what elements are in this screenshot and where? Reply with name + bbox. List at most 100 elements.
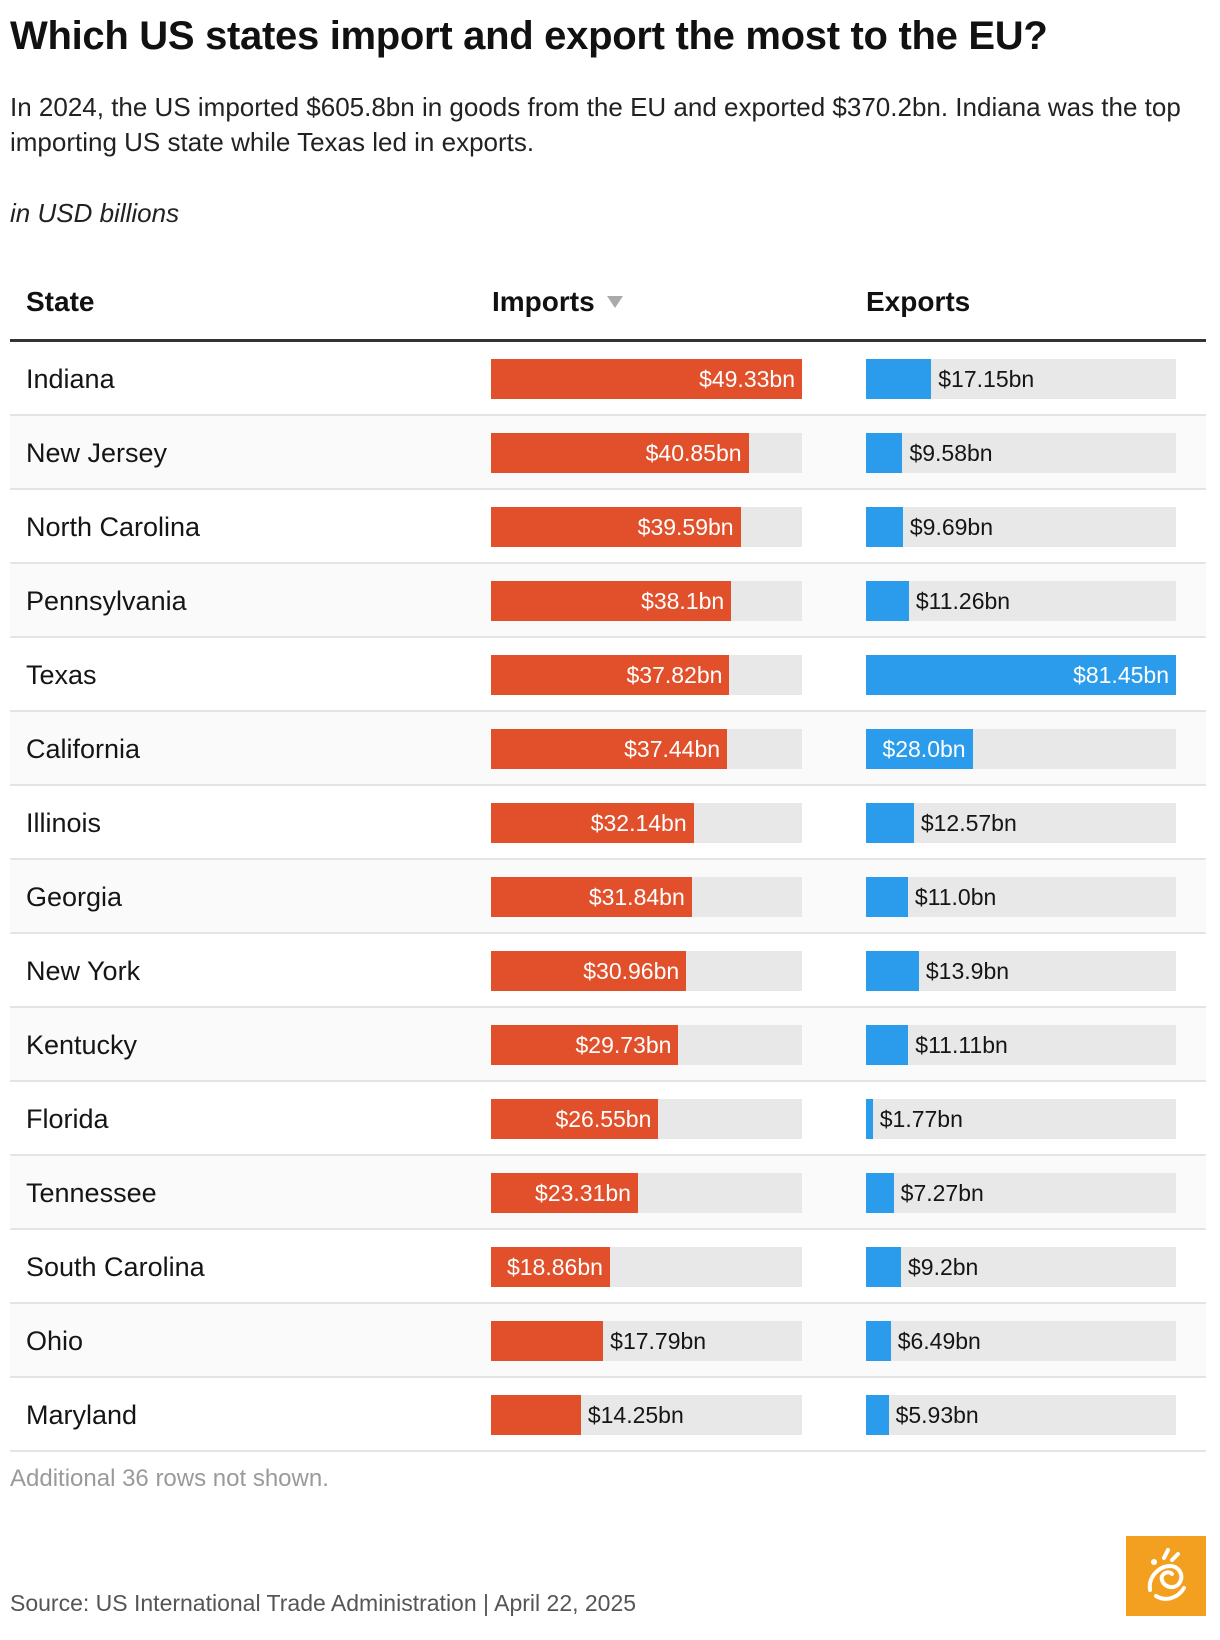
exports-bar-track: $9.2bn xyxy=(866,1247,1176,1287)
imports-bar xyxy=(491,433,749,473)
exports-value-label: $9.2bn xyxy=(908,1254,979,1280)
imports-value-label: $14.25bn xyxy=(587,1402,684,1428)
exports-bar-track: $6.49bn xyxy=(866,1321,1176,1361)
state-name: Pennsylvania xyxy=(26,586,187,616)
exports-value-label: $1.77bn xyxy=(879,1106,963,1132)
exports-bar xyxy=(866,433,903,473)
exports-value-label: $7.27bn xyxy=(900,1180,984,1206)
exports-bar xyxy=(866,359,932,399)
imports-bar-track: $40.85bn xyxy=(491,433,802,473)
imports-bar-track: $32.14bn xyxy=(491,803,802,843)
imports-value-label: $39.59bn xyxy=(637,514,734,540)
state-name: New Jersey xyxy=(26,438,168,468)
imports-bar-track: $37.82bn xyxy=(491,655,802,695)
imports-bar-track: $37.44bn xyxy=(491,729,802,769)
imports-bar xyxy=(491,1321,604,1361)
exports-value-label: $11.11bn xyxy=(915,1032,1008,1058)
exports-value-label: $13.9bn xyxy=(925,958,1010,984)
exports-bar-track: $1.77bn xyxy=(866,1099,1176,1139)
exports-value-label: $5.93bn xyxy=(895,1402,979,1428)
imports-value-label: $37.44bn xyxy=(624,736,721,762)
state-name: Texas xyxy=(26,660,97,690)
exports-value-label: $9.69bn xyxy=(909,514,994,540)
column-header-state[interactable]: State xyxy=(26,286,95,317)
imports-bar-track: $17.79bn xyxy=(491,1321,802,1361)
imports-value-label: $30.96bn xyxy=(583,958,680,984)
imports-value-label: $31.84bn xyxy=(588,884,685,910)
table-row: New York $30.96bn $13.9bn xyxy=(10,934,1206,1008)
table-row: South Carolina $18.86bn $9.2bn xyxy=(10,1230,1206,1304)
imports-bar xyxy=(491,877,692,917)
exports-bar-track: $12.57bn xyxy=(866,803,1176,843)
imports-bar-track: $31.84bn xyxy=(491,877,802,917)
state-name: New York xyxy=(26,956,141,986)
state-name: Tennessee xyxy=(26,1178,157,1208)
exports-bar xyxy=(866,803,914,843)
state-name: North Carolina xyxy=(26,512,201,542)
exports-bar xyxy=(866,581,909,621)
exports-value-label: $81.45bn xyxy=(1073,662,1169,688)
exports-bar xyxy=(866,951,919,991)
state-name: Illinois xyxy=(26,808,102,838)
exports-bar-track: $5.93bn xyxy=(866,1395,1176,1435)
table-row: Pennsylvania $38.1bn $11.26bn xyxy=(10,564,1206,638)
imports-bar xyxy=(491,1099,659,1139)
imports-value-label: $32.14bn xyxy=(590,810,687,836)
imports-value-label: $26.55bn xyxy=(555,1106,652,1132)
exports-bar-track: $17.15bn xyxy=(866,359,1176,399)
imports-bar xyxy=(491,951,687,991)
exports-bar xyxy=(866,1025,909,1065)
imports-bar xyxy=(491,803,694,843)
imports-bar-track: $30.96bn xyxy=(491,951,802,991)
exports-value-label: $28.0bn xyxy=(882,736,966,762)
exports-value-label: $11.0bn xyxy=(914,884,997,910)
imports-value-label: $37.82bn xyxy=(626,662,723,688)
imports-bar xyxy=(491,655,730,695)
exports-bar xyxy=(866,1395,889,1435)
state-name: Florida xyxy=(26,1104,109,1134)
exports-value-label: $6.49bn xyxy=(897,1328,981,1354)
imports-bar xyxy=(491,1025,679,1065)
exports-bar xyxy=(866,729,973,769)
exports-value-label: $9.58bn xyxy=(909,440,993,466)
state-name: South Carolina xyxy=(26,1252,205,1282)
exports-bar-track: $9.69bn xyxy=(866,507,1176,547)
exports-bar-track: $11.0bn xyxy=(866,877,1176,917)
exports-value-label: $17.15bn xyxy=(938,366,1035,392)
imports-bar xyxy=(491,1173,638,1213)
data-table: State Imports Exports Indiana $49.33bn $17… xyxy=(10,270,1206,1452)
imports-bar xyxy=(491,359,802,399)
imports-bar-track: $26.55bn xyxy=(491,1099,802,1139)
table-row: Illinois $32.14bn $12.57bn xyxy=(10,786,1206,860)
imports-value-label: $38.1bn xyxy=(641,588,725,614)
exports-bar xyxy=(866,1099,873,1139)
table-row: Texas $37.82bn $81.45bn xyxy=(10,638,1206,712)
imports-value-label: $18.86bn xyxy=(506,1254,603,1280)
sort-descending-icon[interactable] xyxy=(606,295,623,308)
source-note: Source: US International Trade Administr… xyxy=(10,1590,637,1616)
exports-bar-track: $11.26bn xyxy=(866,581,1176,621)
state-name: California xyxy=(26,734,141,764)
table-row: Florida $26.55bn $1.77bn xyxy=(10,1082,1206,1156)
state-name: Georgia xyxy=(26,882,123,912)
imports-value-label: $23.31bn xyxy=(535,1180,631,1206)
table-row: Tennessee $23.31bn $7.27bn xyxy=(10,1156,1206,1230)
table-row: Ohio $17.79bn $6.49bn xyxy=(10,1304,1206,1378)
exports-bar-track: $9.58bn xyxy=(866,433,1176,473)
chart-subtitle: In 2024, the US imported $605.8bn in goo… xyxy=(10,92,1181,157)
state-name: Ohio xyxy=(26,1326,84,1356)
column-header-imports-label: Imports xyxy=(492,286,595,317)
exports-bar-track: $81.45bn xyxy=(866,655,1176,695)
column-header-imports[interactable]: Imports xyxy=(492,286,623,318)
imports-value-label: $29.73bn xyxy=(575,1032,672,1058)
imports-value-label: $17.79bn xyxy=(610,1328,707,1354)
imports-bar xyxy=(491,1395,581,1435)
table-row: New Jersey $40.85bn $9.58bn xyxy=(10,416,1206,490)
imports-bar xyxy=(491,507,741,547)
exports-bar-track: $11.11bn xyxy=(866,1025,1176,1065)
exports-bar xyxy=(866,507,903,547)
imports-bar-track: $29.73bn xyxy=(491,1025,802,1065)
exports-value-label: $11.26bn xyxy=(915,588,1011,614)
column-header-exports[interactable]: Exports xyxy=(866,286,971,317)
exports-bar-track: $7.27bn xyxy=(866,1173,1176,1213)
